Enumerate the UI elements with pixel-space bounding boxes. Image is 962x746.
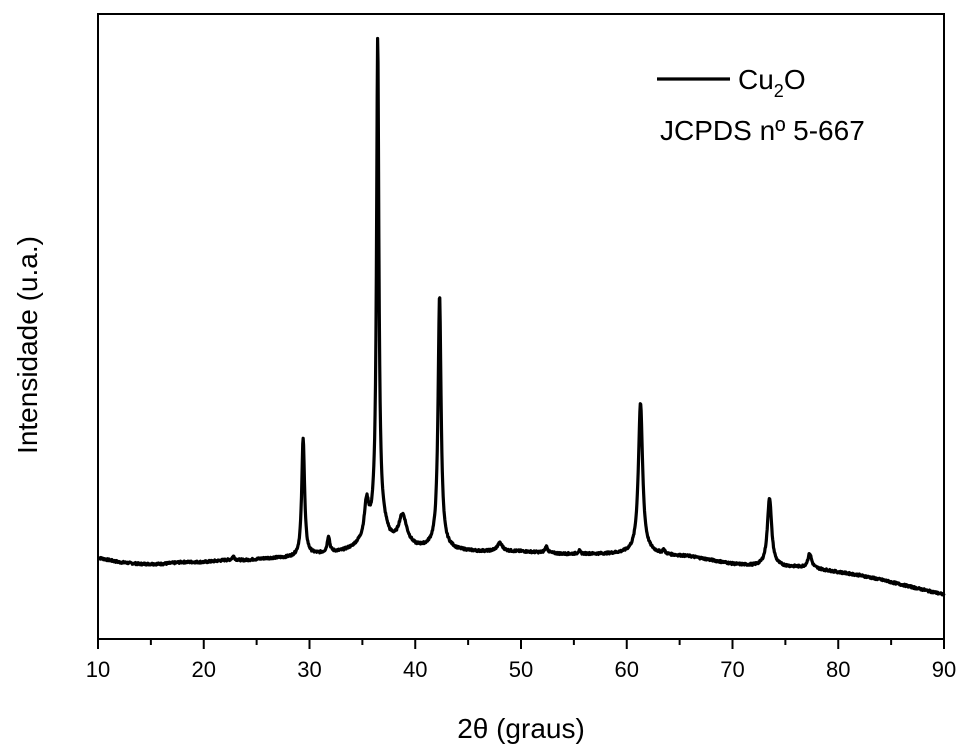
x-tick-label: 10 (86, 657, 110, 682)
x-tick-label: 80 (826, 657, 850, 682)
x-tick-label: 40 (403, 657, 427, 682)
x-tick-label: 20 (192, 657, 216, 682)
x-tick-label: 50 (509, 657, 533, 682)
legend: Cu2O JCPDS nº 5-667 (657, 64, 865, 146)
x-axis-title: 2θ (graus) (457, 713, 585, 744)
legend-series-label: Cu2O (738, 64, 806, 101)
x-tick-label: 70 (720, 657, 744, 682)
x-tick-label: 30 (297, 657, 321, 682)
x-tick-label: 90 (932, 657, 956, 682)
legend-label-main: Cu (738, 64, 774, 95)
series-line-cu2o (96, 36, 946, 597)
legend-label-tail: O (784, 64, 806, 95)
x-axis-ticks (97, 639, 945, 649)
x-tick-label: 60 (615, 657, 639, 682)
x-axis-tick-labels: 10 20 30 40 50 60 70 80 90 (86, 657, 956, 682)
legend-label-subscript: 2 (774, 81, 784, 101)
plot-frame (97, 13, 945, 640)
y-axis-title: Intensidade (u.a.) (12, 236, 43, 454)
legend-note: JCPDS nº 5-667 (660, 115, 865, 146)
